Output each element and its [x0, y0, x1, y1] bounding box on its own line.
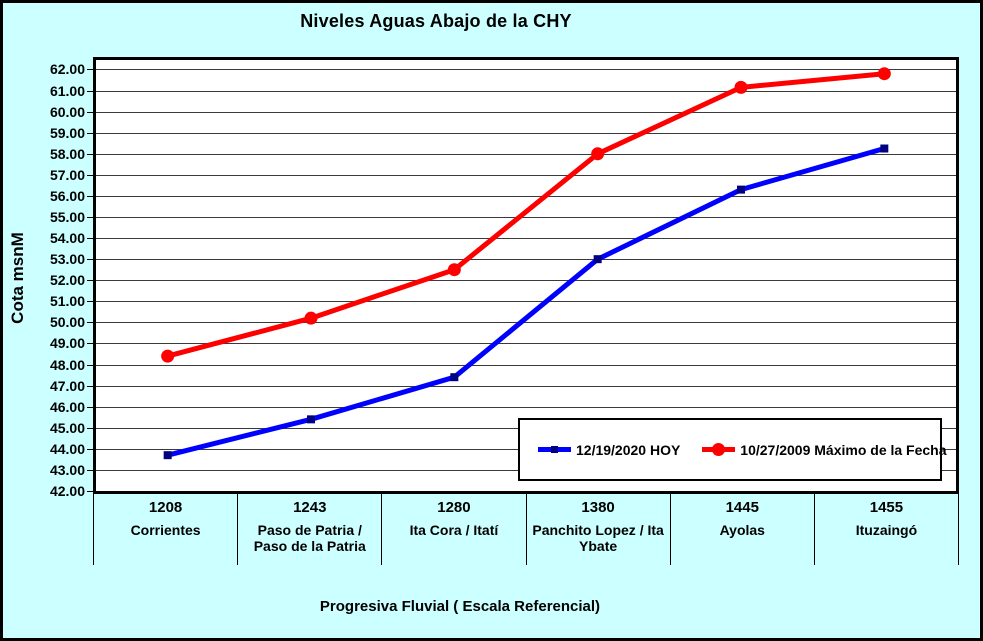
y-tick-label: 46.00	[49, 399, 85, 415]
y-tick-mark	[87, 91, 93, 92]
y-tick-mark	[87, 322, 93, 323]
y-tick-mark	[87, 280, 93, 281]
y-tick-label: 44.00	[49, 441, 85, 457]
y-tick-mark	[87, 238, 93, 239]
y-tick-mark	[87, 154, 93, 155]
x-category-cell: 1455 Ituzaingó	[815, 494, 960, 565]
y-tick-mark	[87, 196, 93, 197]
x-category-cell: 1243 Paso de Patria / Paso de la Patria	[238, 494, 383, 565]
data-point-marker	[450, 373, 459, 382]
y-tick-mark	[87, 259, 93, 260]
data-point-marker	[163, 451, 172, 460]
x-category-km: 1455	[869, 499, 904, 516]
y-tick-label: 58.00	[49, 146, 85, 162]
y-tick-label: 50.00	[49, 314, 85, 330]
y-tick-mark	[87, 470, 93, 471]
y-tick-mark	[87, 449, 93, 450]
y-tick-mark	[87, 112, 93, 113]
y-tick-label: 61.00	[49, 83, 85, 99]
legend-marker	[702, 443, 736, 456]
y-tick-label: 54.00	[49, 230, 85, 246]
chart-title: Niveles Aguas Abajo de la CHY	[300, 11, 572, 31]
y-tick-mark	[87, 301, 93, 302]
x-category-name: Paso de Patria / Paso de la Patria	[253, 522, 366, 554]
y-tick-mark	[87, 343, 93, 344]
x-category-name: Ita Cora / Itatí	[409, 522, 499, 538]
y-tick-label: 60.00	[49, 104, 85, 120]
y-tick-label: 47.00	[49, 378, 85, 394]
legend-entry: 12/19/2020 HOY	[538, 442, 680, 458]
y-tick-mark	[87, 428, 93, 429]
y-tick-label: 53.00	[49, 251, 85, 267]
y-tick-label: 49.00	[49, 335, 85, 351]
series-line-0	[165, 146, 887, 458]
x-category-km: 1208	[148, 499, 183, 516]
legend-entry: 10/27/2009 Máximo de la Fecha	[702, 441, 947, 458]
x-category-km: 1280	[437, 499, 471, 516]
series-line-1	[165, 71, 887, 359]
x-category-cell: 1208 Corrientes	[93, 494, 239, 565]
y-tick-label: 48.00	[49, 357, 85, 373]
y-tick-label: 42.00	[49, 483, 85, 499]
data-point-marker	[877, 67, 891, 81]
legend: 12/19/2020 HOY 10/27/2009 Máximo de la Fe…	[518, 418, 947, 481]
y-tick-mark	[87, 386, 93, 387]
y-tick-label: 59.00	[49, 125, 85, 141]
data-point-marker	[447, 263, 461, 277]
x-category-cell: 1280 Ita Cora / Itatí	[382, 494, 527, 565]
legend-label: 10/27/2009 Máximo de la Fecha	[740, 441, 947, 458]
x-category-name: Ituzaingó	[855, 522, 918, 538]
x-category-km: 1380	[581, 499, 615, 516]
data-point-marker	[734, 80, 748, 94]
x-category-name: Ayolas	[719, 522, 765, 538]
data-point-marker	[591, 147, 605, 161]
y-tick-label: 51.00	[49, 293, 85, 309]
y-tick-label: 56.00	[49, 188, 85, 204]
x-axis-title: Progresiva Fluvial ( Escala Referencial)	[319, 598, 601, 615]
data-point-marker	[161, 349, 175, 363]
square-marker-icon	[551, 446, 558, 453]
y-tick-mark	[87, 217, 93, 218]
y-tick-mark	[87, 69, 93, 70]
legend-label: 12/19/2020 HOY	[576, 441, 681, 458]
x-category-km: 1445	[725, 499, 759, 516]
circle-marker-icon	[712, 443, 726, 456]
y-tick-label: 52.00	[49, 272, 85, 288]
legend-marker	[538, 446, 571, 453]
y-tick-mark	[87, 365, 93, 366]
y-tick-mark	[87, 491, 93, 492]
x-category-cell: 1445 Ayolas	[671, 494, 815, 565]
x-category-name: Corrientes	[130, 522, 201, 538]
data-point-marker	[593, 255, 602, 264]
y-tick-mark	[87, 175, 93, 176]
data-point-marker	[737, 185, 745, 194]
data-point-marker	[307, 415, 315, 424]
y-tick-label: 45.00	[49, 420, 85, 436]
y-tick-label: 43.00	[49, 462, 85, 478]
x-category-name: Panchito Lopez / Ita Ybate	[532, 522, 664, 554]
y-tick-label: 62.00	[49, 61, 85, 77]
plot-area: 12/19/2020 HOY 10/27/2009 Máximo de la Fe…	[93, 57, 959, 494]
data-point-marker	[304, 311, 318, 325]
x-category-km: 1243	[293, 499, 327, 516]
data-point-marker	[880, 144, 889, 153]
x-category-cell: 1380 Panchito Lopez / Ita Ybate	[527, 494, 671, 565]
y-tick-label: 57.00	[49, 167, 85, 183]
x-axis: 1208 Corrientes 1243 Paso de Patria / Paso …	[93, 494, 960, 565]
y-tick-mark	[87, 407, 93, 408]
y-tick-mark	[87, 133, 93, 134]
y-tick-label: 55.00	[49, 209, 85, 225]
